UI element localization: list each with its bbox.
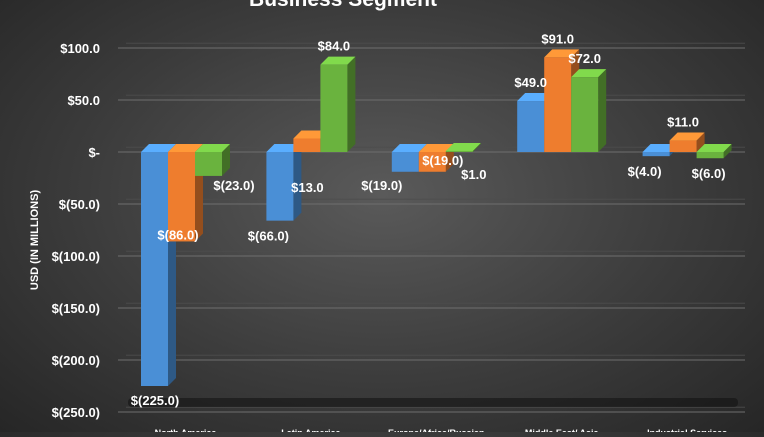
bar[interactable] bbox=[571, 77, 599, 152]
bar[interactable] bbox=[195, 152, 222, 176]
bar[interactable] bbox=[696, 152, 724, 159]
y-tick-label: $50.0 bbox=[67, 93, 100, 108]
bar-side bbox=[696, 132, 705, 152]
bar[interactable] bbox=[391, 152, 419, 172]
bar[interactable] bbox=[320, 64, 348, 152]
y-tick-label: $(50.0) bbox=[59, 197, 100, 212]
bar[interactable] bbox=[544, 57, 572, 152]
bar-top bbox=[445, 142, 481, 151]
bar-top bbox=[517, 93, 553, 102]
bar-top bbox=[141, 144, 176, 152]
y-tick-label: $- bbox=[88, 145, 100, 160]
data-label: $(86.0) bbox=[157, 227, 198, 242]
bar[interactable] bbox=[669, 140, 697, 152]
y-tick-label: $(150.0) bbox=[52, 301, 100, 316]
data-label: $13.0 bbox=[291, 180, 324, 195]
bar-top bbox=[669, 132, 705, 141]
data-label: $(19.0) bbox=[361, 178, 402, 193]
data-label: $(6.0) bbox=[692, 166, 726, 181]
bar-top bbox=[168, 144, 203, 152]
bar[interactable] bbox=[418, 152, 446, 172]
data-label: $84.0 bbox=[318, 39, 351, 54]
bar-top bbox=[266, 144, 302, 152]
bar-side bbox=[347, 56, 356, 152]
data-label: $(225.0) bbox=[131, 393, 179, 408]
bar-top bbox=[696, 144, 732, 152]
y-tick-label: $100.0 bbox=[60, 41, 100, 56]
bar[interactable] bbox=[266, 152, 294, 221]
bar[interactable] bbox=[445, 150, 473, 152]
data-label: $49.0 bbox=[514, 75, 547, 90]
bar-top bbox=[544, 49, 580, 58]
x-tick-label: Middle East/ Asia bbox=[525, 428, 600, 432]
data-label: $(23.0) bbox=[213, 178, 254, 193]
bar-top bbox=[642, 144, 678, 152]
bar-top bbox=[571, 69, 607, 78]
y-tick-label: $(250.0) bbox=[52, 405, 100, 420]
chart-floor bbox=[128, 398, 738, 407]
bar-top bbox=[195, 144, 230, 152]
bar-side bbox=[472, 142, 481, 152]
y-tick-label: $(200.0) bbox=[52, 353, 100, 368]
data-label: $11.0 bbox=[667, 115, 699, 130]
bar[interactable] bbox=[642, 152, 670, 157]
bar-top bbox=[418, 144, 454, 152]
data-label: $(4.0) bbox=[628, 164, 662, 179]
bar-top bbox=[391, 144, 427, 152]
data-label: $(19.0) bbox=[422, 153, 463, 168]
bar[interactable] bbox=[141, 152, 168, 386]
bar-side bbox=[222, 144, 230, 176]
chart-title: Business Segment bbox=[249, 0, 437, 11]
bar[interactable] bbox=[293, 138, 321, 152]
x-tick-label: Industrial Services bbox=[647, 428, 727, 432]
bar-top bbox=[320, 56, 356, 65]
x-tick-label: North America bbox=[155, 428, 218, 432]
data-label: $91.0 bbox=[541, 31, 574, 46]
data-label: $1.0 bbox=[461, 167, 486, 182]
bar-side bbox=[293, 144, 302, 221]
x-tick-label: Latin America bbox=[281, 428, 341, 432]
bar[interactable] bbox=[517, 101, 545, 152]
data-label: $72.0 bbox=[568, 51, 601, 66]
y-tick-label: $(100.0) bbox=[52, 249, 100, 264]
bar-side bbox=[598, 69, 607, 152]
bar-top bbox=[293, 130, 329, 139]
x-tick-label: Europe/Africa/Russian bbox=[388, 428, 485, 432]
bar[interactable] bbox=[168, 152, 195, 242]
data-label: $(66.0) bbox=[248, 229, 289, 244]
bar-side bbox=[723, 144, 732, 159]
y-axis-label: USD (IN MILLIONS) bbox=[29, 190, 41, 291]
